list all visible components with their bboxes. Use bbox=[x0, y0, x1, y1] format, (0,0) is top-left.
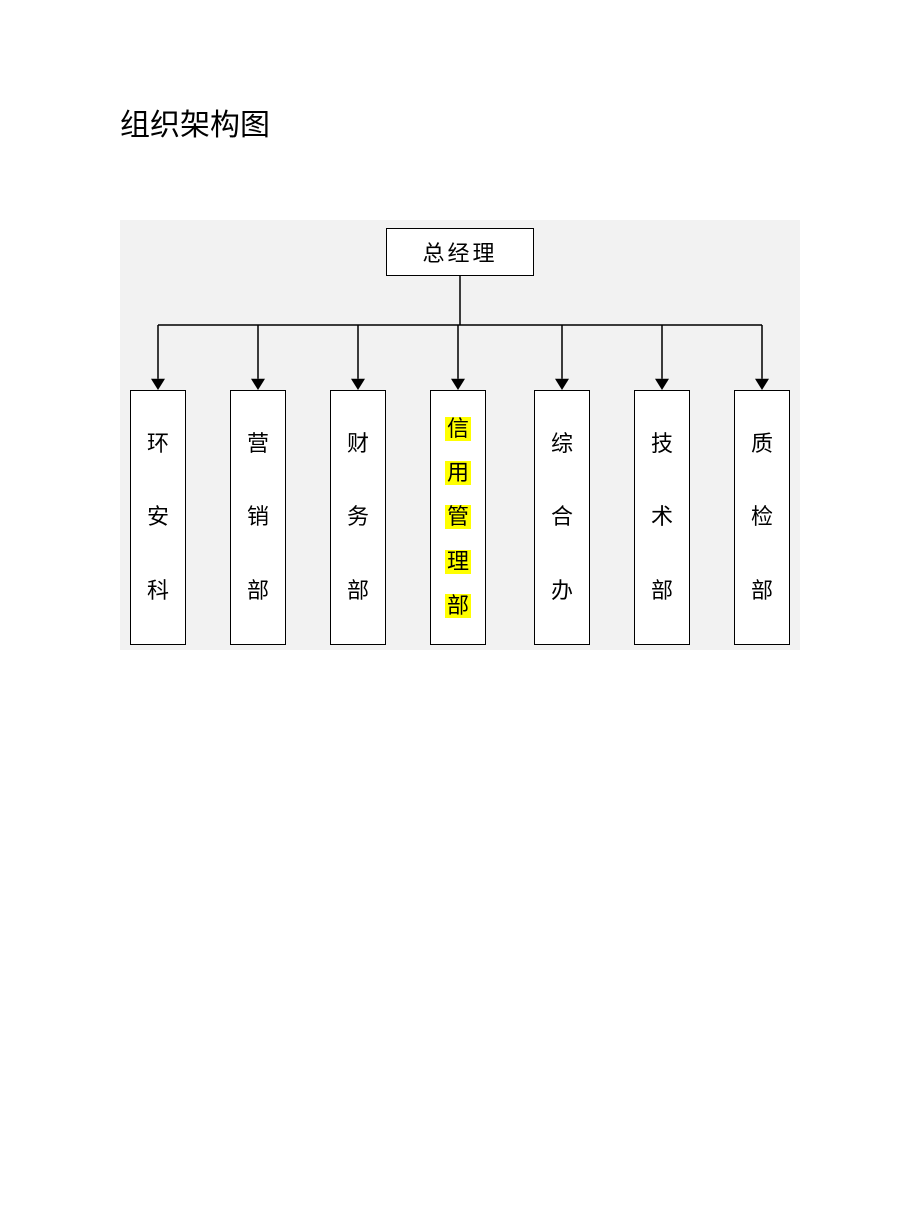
page-title: 组织架构图 bbox=[120, 100, 270, 144]
dept-char: 术 bbox=[651, 506, 673, 528]
dept-char: 综 bbox=[551, 433, 573, 455]
dept-char: 技 bbox=[651, 433, 673, 455]
root-node: 总经理 bbox=[386, 228, 534, 276]
dept-char: 用 bbox=[445, 461, 471, 485]
dept-node: 营销部 bbox=[230, 390, 286, 645]
dept-char: 部 bbox=[651, 580, 673, 602]
dept-node: 财务部 bbox=[330, 390, 386, 645]
dept-char: 合 bbox=[551, 506, 573, 528]
dept-node: 综合办 bbox=[534, 390, 590, 645]
dept-char: 部 bbox=[445, 594, 471, 618]
dept-char: 信 bbox=[445, 417, 471, 441]
dept-node: 信用管理部 bbox=[430, 390, 486, 645]
dept-char: 环 bbox=[147, 433, 169, 455]
dept-char: 检 bbox=[751, 506, 773, 528]
dept-node: 环安科 bbox=[130, 390, 186, 645]
dept-char: 营 bbox=[247, 433, 269, 455]
dept-node: 技术部 bbox=[634, 390, 690, 645]
dept-char: 科 bbox=[147, 580, 169, 602]
dept-char: 部 bbox=[751, 580, 773, 602]
dept-node: 质检部 bbox=[734, 390, 790, 645]
dept-char: 部 bbox=[247, 580, 269, 602]
dept-char: 质 bbox=[751, 433, 773, 455]
dept-char: 财 bbox=[347, 433, 369, 455]
dept-char: 销 bbox=[247, 506, 269, 528]
dept-char: 办 bbox=[551, 580, 573, 602]
dept-char: 理 bbox=[445, 550, 471, 574]
org-chart: 总经理 环安科营销部财务部信用管理部综合办技术部质检部 bbox=[120, 220, 800, 650]
dept-char: 部 bbox=[347, 580, 369, 602]
dept-char: 管 bbox=[445, 505, 471, 529]
dept-char: 安 bbox=[147, 506, 169, 528]
dept-char: 务 bbox=[347, 506, 369, 528]
